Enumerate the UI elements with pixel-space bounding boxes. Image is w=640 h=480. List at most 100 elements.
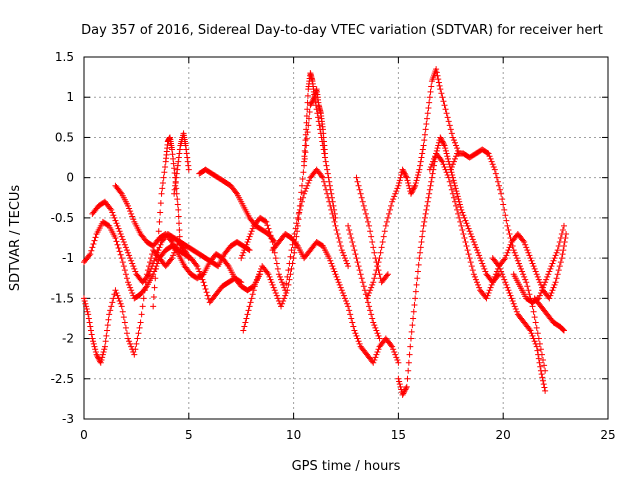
data-point xyxy=(175,158,182,165)
data-point xyxy=(419,146,426,153)
data-point xyxy=(488,281,495,288)
data-point xyxy=(429,170,436,177)
data-point xyxy=(535,351,542,358)
data-point xyxy=(349,319,356,326)
series-s19 xyxy=(353,174,391,286)
data-point xyxy=(240,327,247,334)
data-point xyxy=(547,265,554,272)
data-point xyxy=(534,347,541,354)
data-point xyxy=(401,387,408,394)
data-point xyxy=(281,284,288,291)
data-point xyxy=(502,279,509,286)
data-point xyxy=(552,279,559,286)
data-point xyxy=(507,235,514,241)
data-point xyxy=(152,265,159,272)
data-point xyxy=(247,299,254,306)
data-point xyxy=(294,214,301,221)
data-point xyxy=(535,355,542,362)
data-point xyxy=(550,257,557,264)
data-point xyxy=(533,324,540,331)
data-point xyxy=(425,194,432,201)
data-point xyxy=(541,384,548,391)
data-point xyxy=(456,214,463,221)
data-point xyxy=(417,158,424,165)
data-point xyxy=(89,244,96,251)
data-point xyxy=(443,110,450,117)
data-point xyxy=(201,282,208,289)
data-point xyxy=(396,378,403,385)
data-point xyxy=(537,367,544,374)
data-point xyxy=(293,233,300,240)
data-point xyxy=(414,171,421,178)
data-point xyxy=(454,206,461,213)
data-point xyxy=(114,222,121,229)
data-point xyxy=(296,209,303,216)
data-point xyxy=(467,259,474,266)
data-point xyxy=(485,289,492,296)
data-points xyxy=(81,66,570,398)
data-point xyxy=(167,256,174,263)
data-point xyxy=(338,247,345,254)
data-point xyxy=(369,239,376,246)
data-point xyxy=(109,209,116,216)
data-point xyxy=(183,150,190,157)
data-point xyxy=(90,340,97,347)
data-point xyxy=(426,94,433,101)
data-point xyxy=(538,371,545,378)
data-point xyxy=(403,383,410,390)
data-point xyxy=(297,196,304,203)
data-point xyxy=(396,381,403,388)
data-point xyxy=(435,79,442,86)
data-point xyxy=(395,182,402,189)
data-point xyxy=(122,324,129,331)
data-point xyxy=(383,218,390,225)
series-s7 xyxy=(196,166,278,246)
data-point xyxy=(98,357,105,364)
data-point xyxy=(451,139,458,146)
data-point xyxy=(395,359,402,366)
data-point xyxy=(518,265,525,272)
data-point xyxy=(329,198,336,205)
series-s14 xyxy=(426,150,570,302)
data-point xyxy=(130,216,137,223)
data-point xyxy=(475,281,482,288)
data-point xyxy=(119,236,126,243)
data-point xyxy=(104,327,111,334)
data-point xyxy=(121,319,128,326)
data-point xyxy=(460,230,467,237)
data-point xyxy=(405,182,412,189)
data-point xyxy=(484,149,491,156)
data-point xyxy=(374,348,381,355)
data-point xyxy=(125,249,132,256)
data-point xyxy=(358,275,365,282)
data-point xyxy=(373,351,380,358)
data-point xyxy=(362,210,369,217)
data-point xyxy=(438,135,445,142)
data-point xyxy=(455,210,462,217)
data-point xyxy=(147,259,154,266)
data-point xyxy=(370,359,377,366)
data-point xyxy=(559,251,566,258)
data-point xyxy=(131,265,138,272)
data-point xyxy=(536,279,543,286)
data-point xyxy=(405,180,412,187)
data-point xyxy=(326,182,333,189)
series-s1 xyxy=(81,239,192,366)
data-point xyxy=(374,263,381,270)
data-point xyxy=(157,200,164,207)
data-point xyxy=(397,174,404,181)
data-point xyxy=(368,311,375,318)
data-point xyxy=(355,338,362,345)
series-s11 xyxy=(269,230,402,366)
data-point xyxy=(138,311,145,318)
data-point xyxy=(454,193,461,200)
data-point xyxy=(391,348,398,355)
data-point xyxy=(545,271,552,278)
data-point xyxy=(324,166,331,173)
data-point xyxy=(327,257,334,264)
data-point xyxy=(264,222,271,229)
data-point xyxy=(506,244,513,251)
data-point xyxy=(150,260,157,267)
data-point xyxy=(240,249,247,256)
data-point xyxy=(128,343,135,350)
